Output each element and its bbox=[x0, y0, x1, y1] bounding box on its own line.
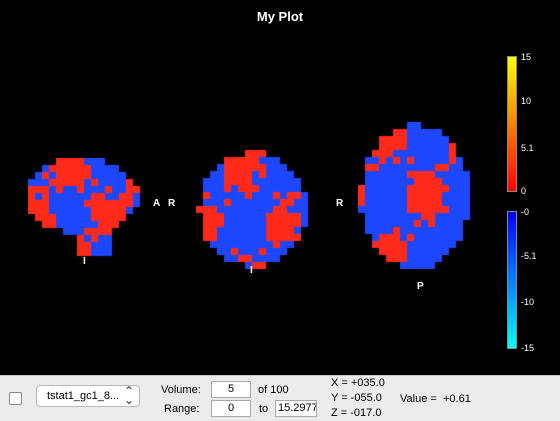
colorbar-tick: -5.1 bbox=[521, 251, 537, 261]
colorbar-tick: -15 bbox=[521, 343, 535, 353]
axial-posterior-label: P bbox=[417, 281, 424, 292]
sagittal-anterior-label: A bbox=[153, 198, 161, 209]
range-label: Range: bbox=[164, 403, 200, 415]
range-min-input[interactable]: 0 bbox=[211, 400, 251, 417]
coronal-slice[interactable] bbox=[196, 150, 310, 275]
negative-colorbar bbox=[507, 211, 517, 349]
plot-area[interactable]: My Plot A I R I R P 15 10 5.1 0 -0 -5.1 … bbox=[0, 0, 560, 375]
range-max-input[interactable]: 15.2977 bbox=[275, 400, 317, 417]
file-select[interactable]: tstat1_gc1_8... ⌃ ⌄ bbox=[36, 385, 140, 407]
colorbar-tick: 5.1 bbox=[521, 143, 534, 153]
volume-total: of 100 bbox=[258, 384, 289, 396]
axial-right-label: R bbox=[336, 198, 344, 209]
colorbar-tick: -0 bbox=[521, 207, 530, 217]
control-bar: tstat1_gc1_8... ⌃ ⌄ Volume: 5 of 100 Rang… bbox=[0, 375, 560, 421]
positive-colorbar bbox=[507, 56, 517, 192]
coord-z: Z = -017.0 bbox=[331, 407, 382, 419]
colorbar-tick: 10 bbox=[521, 96, 532, 106]
coronal-right-label: R bbox=[168, 198, 176, 209]
volume-label: Volume: bbox=[161, 384, 201, 396]
colorbar-tick: 0 bbox=[521, 186, 527, 196]
file-select-value: tstat1_gc1_8... bbox=[47, 390, 120, 402]
plot-title: My Plot bbox=[256, 9, 304, 24]
value-label: Value = bbox=[400, 393, 437, 405]
value-readout: +0.61 bbox=[443, 393, 471, 405]
coord-y: Y = -055.0 bbox=[331, 392, 382, 404]
sagittal-slice[interactable] bbox=[28, 158, 148, 258]
range-to-label: to bbox=[259, 403, 269, 415]
sagittal-inferior-label: I bbox=[83, 256, 86, 267]
axial-slice[interactable] bbox=[358, 122, 472, 272]
colorbar-tick: 15 bbox=[521, 52, 532, 62]
volume-input[interactable]: 5 bbox=[211, 381, 251, 398]
coord-x: X = +035.0 bbox=[331, 377, 385, 389]
chevron-updown-icon: ⌃ ⌄ bbox=[123, 384, 134, 407]
colorbar-tick: -10 bbox=[521, 297, 535, 307]
coronal-inferior-label: I bbox=[250, 265, 253, 276]
show-checkbox[interactable] bbox=[9, 392, 22, 405]
